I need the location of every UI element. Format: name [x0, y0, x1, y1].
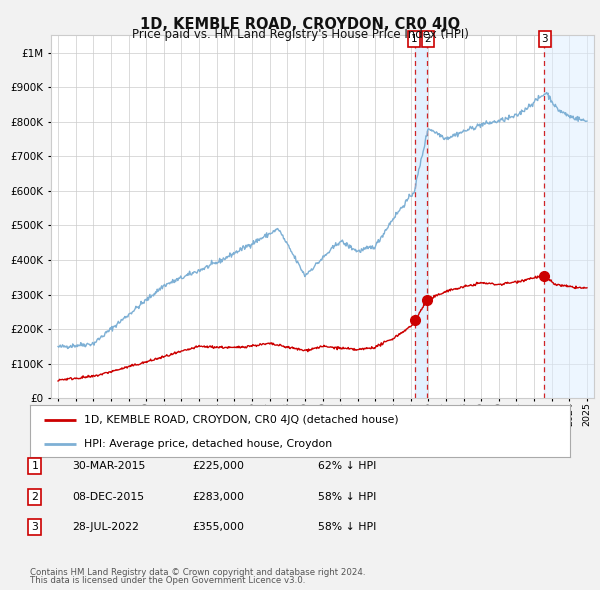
Text: This data is licensed under the Open Government Licence v3.0.: This data is licensed under the Open Gov… — [30, 576, 305, 585]
Text: 1: 1 — [31, 461, 38, 471]
Text: 58% ↓ HPI: 58% ↓ HPI — [318, 523, 376, 532]
Text: 3: 3 — [542, 34, 548, 44]
Text: 08-DEC-2015: 08-DEC-2015 — [72, 492, 144, 502]
Text: 1D, KEMBLE ROAD, CROYDON, CR0 4JQ (detached house): 1D, KEMBLE ROAD, CROYDON, CR0 4JQ (detac… — [84, 415, 398, 425]
Text: £225,000: £225,000 — [192, 461, 244, 471]
Bar — [544, 35, 594, 398]
Text: Contains HM Land Registry data © Crown copyright and database right 2024.: Contains HM Land Registry data © Crown c… — [30, 568, 365, 577]
Text: 62% ↓ HPI: 62% ↓ HPI — [318, 461, 376, 471]
Text: 3: 3 — [31, 523, 38, 532]
Text: 1: 1 — [410, 34, 418, 44]
Text: 58% ↓ HPI: 58% ↓ HPI — [318, 492, 376, 502]
Text: 2: 2 — [425, 34, 431, 44]
Text: 30-MAR-2015: 30-MAR-2015 — [72, 461, 145, 471]
Text: HPI: Average price, detached house, Croydon: HPI: Average price, detached house, Croy… — [84, 440, 332, 449]
Text: £355,000: £355,000 — [192, 523, 244, 532]
Text: 2: 2 — [31, 492, 38, 502]
Text: 28-JUL-2022: 28-JUL-2022 — [72, 523, 139, 532]
Bar — [415, 35, 427, 398]
Text: Price paid vs. HM Land Registry's House Price Index (HPI): Price paid vs. HM Land Registry's House … — [131, 28, 469, 41]
Text: £283,000: £283,000 — [192, 492, 244, 502]
Text: 1D, KEMBLE ROAD, CROYDON, CR0 4JQ: 1D, KEMBLE ROAD, CROYDON, CR0 4JQ — [140, 17, 460, 31]
